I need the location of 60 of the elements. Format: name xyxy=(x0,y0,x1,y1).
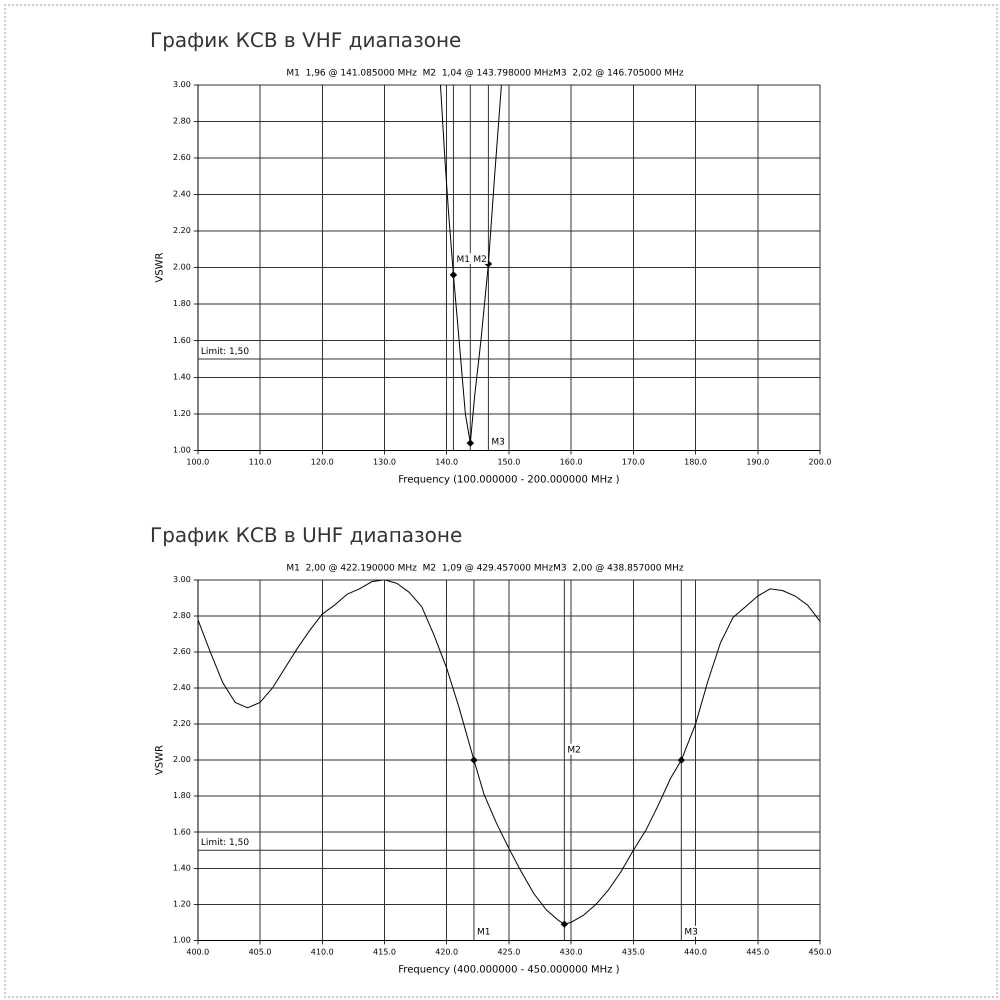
y-axis-title: VSWR xyxy=(154,252,166,283)
y-tick-label: 2.60 xyxy=(173,153,191,162)
y-tick-label: 2.40 xyxy=(173,683,191,692)
y-tick-label: 1.60 xyxy=(173,827,191,836)
chart-subtitle: M1 2,00 @ 422.190000 MHz M2 1,09 @ 429.457000 MHzM3 2,00 @ 438.857000 MHz xyxy=(286,564,684,574)
x-tick-label: 440.0 xyxy=(684,947,708,956)
x-tick-label: 180.0 xyxy=(684,457,708,466)
x-tick-label: 415.0 xyxy=(373,947,396,956)
y-tick-label: 3.00 xyxy=(173,574,191,584)
y-tick-label: 2.60 xyxy=(173,647,191,656)
annotation: M3 xyxy=(491,438,505,448)
y-tick-label: 1.40 xyxy=(173,863,191,872)
x-tick-label: 160.0 xyxy=(560,457,583,466)
y-tick-label: 2.00 xyxy=(173,755,191,764)
x-tick-label: 410.0 xyxy=(310,947,334,956)
annotation: M2 xyxy=(567,746,581,756)
annotation: M3 xyxy=(684,928,698,938)
x-tick-label: 420.0 xyxy=(435,947,458,956)
x-tick-label: 200.0 xyxy=(808,457,832,466)
y-tick-label: 1.00 xyxy=(173,935,191,944)
x-tick-label: 435.0 xyxy=(622,947,645,956)
annotation: M1 xyxy=(476,928,490,938)
x-tick-label: 190.0 xyxy=(746,457,770,466)
x-tick-label: 400.0 xyxy=(186,947,210,956)
y-tick-label: 1.00 xyxy=(173,445,191,454)
y-tick-label: 2.00 xyxy=(173,262,191,272)
chart-title: График КСВ в VHF диапазоне xyxy=(150,28,462,52)
y-tick-label: 1.80 xyxy=(173,791,191,800)
x-tick-label: 150.0 xyxy=(497,457,520,466)
y-tick-label: 1.20 xyxy=(173,899,191,908)
chart-subtitle: M1 1,96 @ 141.085000 MHz M2 1,04 @ 143.798000 MHzM3 2,02 @ 146.705000 MHz xyxy=(286,68,684,79)
y-tick-label: 2.20 xyxy=(173,226,191,236)
y-tick-label: 2.40 xyxy=(173,190,191,199)
x-tick-label: 170.0 xyxy=(622,457,645,466)
y-axis-title: VSWR xyxy=(154,745,166,776)
x-tick-label: 120.0 xyxy=(310,457,334,466)
ref-line-label: Limit: 1,50 xyxy=(200,346,250,357)
y-tick-label: 1.40 xyxy=(173,372,191,382)
chart-title: График КСВ в UHF диапазоне xyxy=(150,523,462,548)
y-tick-label: 1.80 xyxy=(173,299,191,308)
x-tick-label: 130.0 xyxy=(373,457,396,466)
annotation: M1 xyxy=(456,254,470,265)
y-tick-label: 3.00 xyxy=(173,80,191,89)
y-tick-label: 1.20 xyxy=(173,408,191,418)
x-tick-label: 110.0 xyxy=(248,457,272,466)
x-tick-label: 140.0 xyxy=(435,457,458,466)
x-axis-title: Frequency (400.000000 - 450.000000 MHz ) xyxy=(398,964,620,976)
x-tick-label: 100.0 xyxy=(186,457,210,466)
y-tick-label: 2.80 xyxy=(173,610,191,620)
ref-line-label: Limit: 1,50 xyxy=(200,838,250,848)
x-axis-title: Frequency (100.000000 - 200.000000 MHz ) xyxy=(398,474,620,486)
x-tick-label: 405.0 xyxy=(248,947,272,956)
x-tick-label: 450.0 xyxy=(808,947,832,956)
annotation: M2 xyxy=(473,254,487,265)
y-tick-label: 2.80 xyxy=(173,116,191,126)
y-tick-label: 1.60 xyxy=(173,336,191,345)
x-tick-label: 445.0 xyxy=(746,947,770,956)
x-tick-label: 430.0 xyxy=(560,947,583,956)
y-tick-label: 2.20 xyxy=(173,719,191,728)
x-tick-label: 425.0 xyxy=(497,947,520,956)
